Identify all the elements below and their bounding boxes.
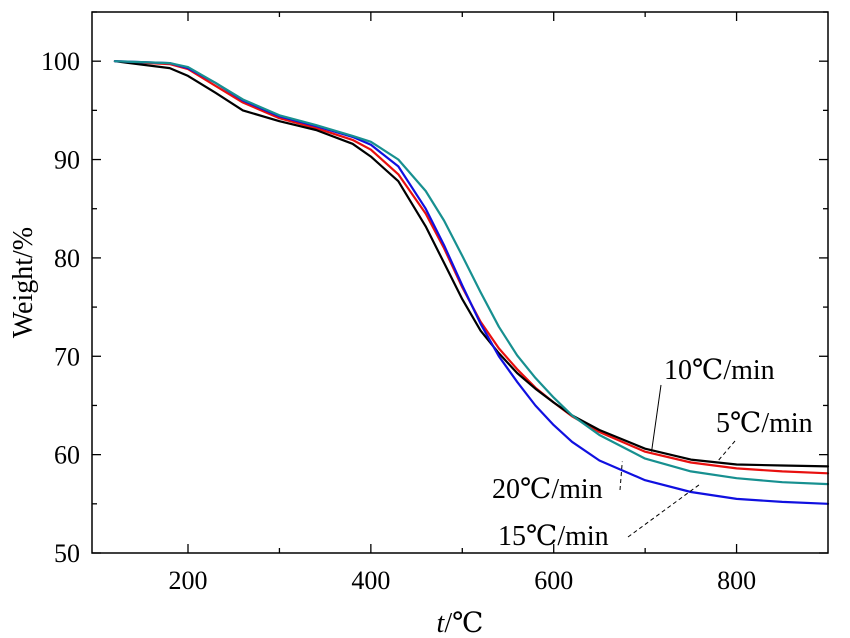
annotation-leader	[651, 384, 662, 452]
annotation-layer: 10℃/min 5℃/min 20℃/min 15℃/min	[492, 355, 813, 552]
series-layer	[113, 60, 830, 505]
y-tick-label: 70	[54, 342, 80, 371]
y-tick-label: 100	[41, 47, 80, 76]
annotation-label: 15℃/min	[498, 521, 609, 552]
x-tick-label: 600	[534, 566, 573, 595]
annotation-leader	[717, 440, 736, 461]
annotation-leader	[619, 461, 623, 491]
x-tick-label: 400	[351, 566, 390, 595]
y-axis-title: Weight/%	[8, 227, 39, 338]
y-tick-label: 60	[54, 441, 80, 470]
y-tick-label: 90	[54, 146, 80, 175]
series-line-3	[113, 60, 830, 486]
annotation-label: 20℃/min	[492, 474, 603, 505]
x-tick-label: 800	[717, 566, 756, 595]
x-axis-title-unit: /℃	[444, 608, 483, 638]
annotation-label: 5℃/min	[716, 408, 813, 439]
x-axis-title-variable: t	[437, 608, 446, 638]
annotation-leader	[627, 483, 701, 538]
series-line-1	[113, 60, 830, 468]
y-tick-label: 50	[54, 539, 80, 568]
plot-frame	[91, 11, 829, 554]
y-tick-label: 80	[54, 244, 80, 273]
x-axis-title: t/℃	[437, 608, 484, 638]
annotation-label: 10℃/min	[664, 355, 775, 386]
y-axis-ticks: 50 60 70 80 90 100	[41, 11, 828, 568]
x-axis-ticks: 200 400 600 800	[169, 12, 756, 595]
x-tick-label: 200	[169, 566, 208, 595]
